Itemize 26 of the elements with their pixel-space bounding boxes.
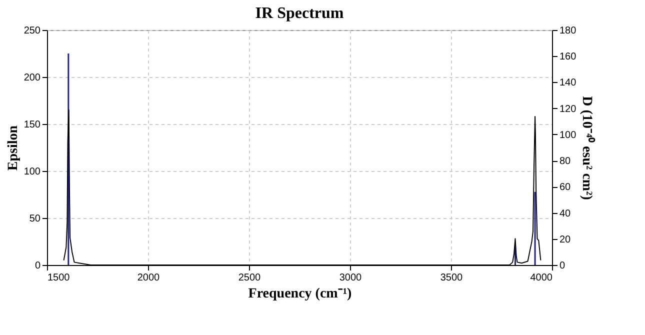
x-axis-title: Frequency (cm⁻¹) <box>248 286 352 302</box>
x-tick-label: 2000 <box>137 272 160 284</box>
x-tick-label: 1500 <box>48 272 70 284</box>
y2-tick-label: 160 <box>560 52 577 63</box>
x-tick-label: 3000 <box>339 272 362 284</box>
chart-title: IR Spectrum <box>255 5 344 22</box>
y2-tick-label: 80 <box>560 156 572 168</box>
y-tick-label: 150 <box>24 120 41 130</box>
y-tick-label: 50 <box>29 214 41 224</box>
x-tick-label: 4000 <box>530 272 553 284</box>
y2-axis-title: D (10⁻⁴⁰ esu² cm²) <box>579 96 596 200</box>
y2-tick-label: 40 <box>560 208 572 220</box>
y-tick-label: 200 <box>24 72 41 84</box>
y-axis-title: Epsilon <box>6 125 21 171</box>
y2-tick-label: 20 <box>560 234 572 246</box>
y-tick-label: 0 <box>34 260 41 272</box>
y2-tick-label: 140 <box>560 78 577 89</box>
y2-tick-label: 120 <box>560 104 577 115</box>
y2-tick-label: 60 <box>560 182 572 194</box>
x-tick-label: 2500 <box>238 272 262 284</box>
y2-tick-label: 180 <box>560 26 577 36</box>
y-tick-label: 100 <box>24 166 41 178</box>
y2-tick-label: 0 <box>560 260 566 272</box>
y2-tick-label: 100 <box>560 130 577 141</box>
y-tick-label: 250 <box>24 26 41 36</box>
x-tick-label: 3500 <box>440 272 464 284</box>
